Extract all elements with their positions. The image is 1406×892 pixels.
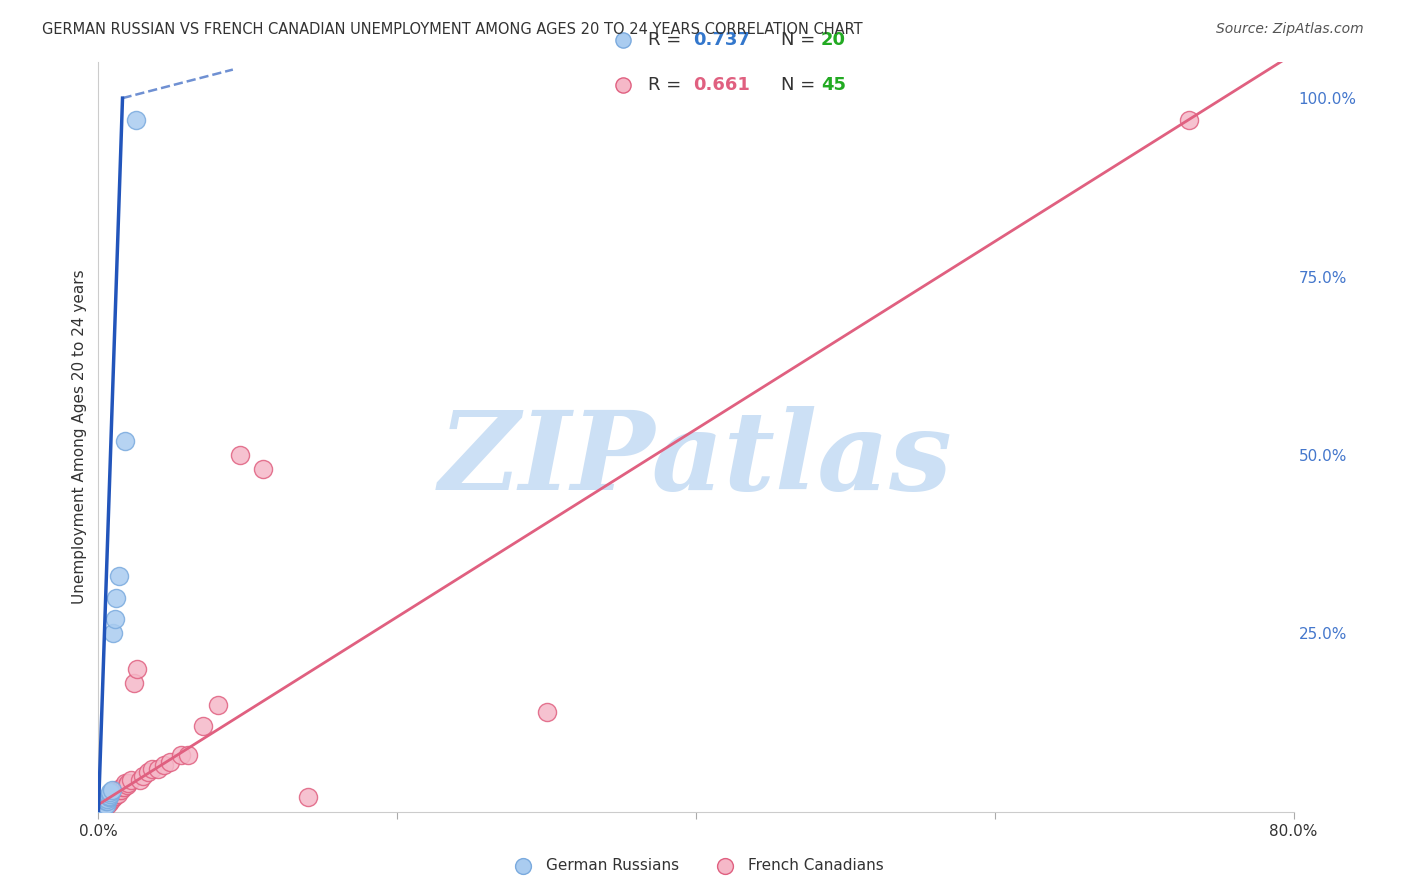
Point <box>101 792 124 806</box>
Y-axis label: Unemployment Among Ages 20 to 24 years: Unemployment Among Ages 20 to 24 years <box>72 269 87 605</box>
Legend: German Russians, French Canadians: German Russians, French Canadians <box>502 852 890 879</box>
Point <box>91 799 114 814</box>
Point <box>136 765 159 780</box>
Point <box>103 790 125 805</box>
Text: Source: ZipAtlas.com: Source: ZipAtlas.com <box>1216 22 1364 37</box>
Point <box>207 698 229 712</box>
Text: N =: N = <box>780 31 821 49</box>
Point <box>104 789 127 803</box>
Point <box>94 799 117 814</box>
Text: R =: R = <box>648 31 688 49</box>
Point <box>153 758 176 772</box>
Point <box>105 591 128 605</box>
Point <box>103 626 125 640</box>
Point <box>612 33 634 47</box>
Point <box>252 462 274 476</box>
Point <box>115 778 138 792</box>
Point <box>98 785 122 799</box>
Point <box>90 801 112 815</box>
Point <box>96 797 118 812</box>
Point <box>141 762 163 776</box>
Text: ZIPatlas: ZIPatlas <box>439 406 953 513</box>
Point <box>125 112 148 127</box>
Point <box>108 783 131 797</box>
Point <box>90 801 112 815</box>
Point <box>94 797 117 812</box>
Point <box>112 780 135 794</box>
Point <box>148 762 170 776</box>
Point <box>1178 112 1201 127</box>
Point <box>91 801 114 815</box>
Point <box>120 772 142 787</box>
Point <box>97 789 120 803</box>
Point <box>98 792 122 806</box>
Point <box>114 776 136 790</box>
Point <box>97 794 120 808</box>
Point <box>105 787 128 801</box>
Point <box>612 78 634 92</box>
Point <box>127 662 149 676</box>
Point <box>169 747 191 762</box>
Point <box>104 612 127 626</box>
Point <box>110 783 132 797</box>
Point <box>98 787 122 801</box>
Point <box>94 794 117 808</box>
Point <box>297 790 319 805</box>
Text: 20: 20 <box>821 31 846 49</box>
Text: 45: 45 <box>821 76 846 94</box>
Point <box>93 799 115 814</box>
Point <box>191 719 214 733</box>
Text: R =: R = <box>648 76 688 94</box>
Point <box>117 776 139 790</box>
Point <box>93 797 115 812</box>
Point <box>98 794 122 808</box>
Point <box>159 755 181 769</box>
Text: GERMAN RUSSIAN VS FRENCH CANADIAN UNEMPLOYMENT AMONG AGES 20 TO 24 YEARS CORRELA: GERMAN RUSSIAN VS FRENCH CANADIAN UNEMPL… <box>42 22 863 37</box>
Point <box>229 448 252 462</box>
Point <box>94 797 117 812</box>
Point <box>93 799 115 814</box>
Point <box>124 676 146 690</box>
Point <box>129 772 152 787</box>
Point <box>96 796 118 810</box>
Point <box>105 783 128 797</box>
Point <box>536 705 558 719</box>
Text: N =: N = <box>780 76 821 94</box>
Point <box>96 792 118 806</box>
Text: 0.737: 0.737 <box>693 31 749 49</box>
Point <box>111 780 134 794</box>
Point <box>96 794 118 808</box>
Point <box>114 434 136 448</box>
Point <box>91 801 114 815</box>
Point <box>107 787 129 801</box>
Text: 0.661: 0.661 <box>693 76 749 94</box>
Point <box>177 747 200 762</box>
Point <box>101 783 124 797</box>
Point <box>101 790 124 805</box>
Point <box>103 789 125 803</box>
Point <box>97 790 120 805</box>
Point <box>97 796 120 810</box>
Point <box>108 569 131 583</box>
Point <box>132 769 155 783</box>
